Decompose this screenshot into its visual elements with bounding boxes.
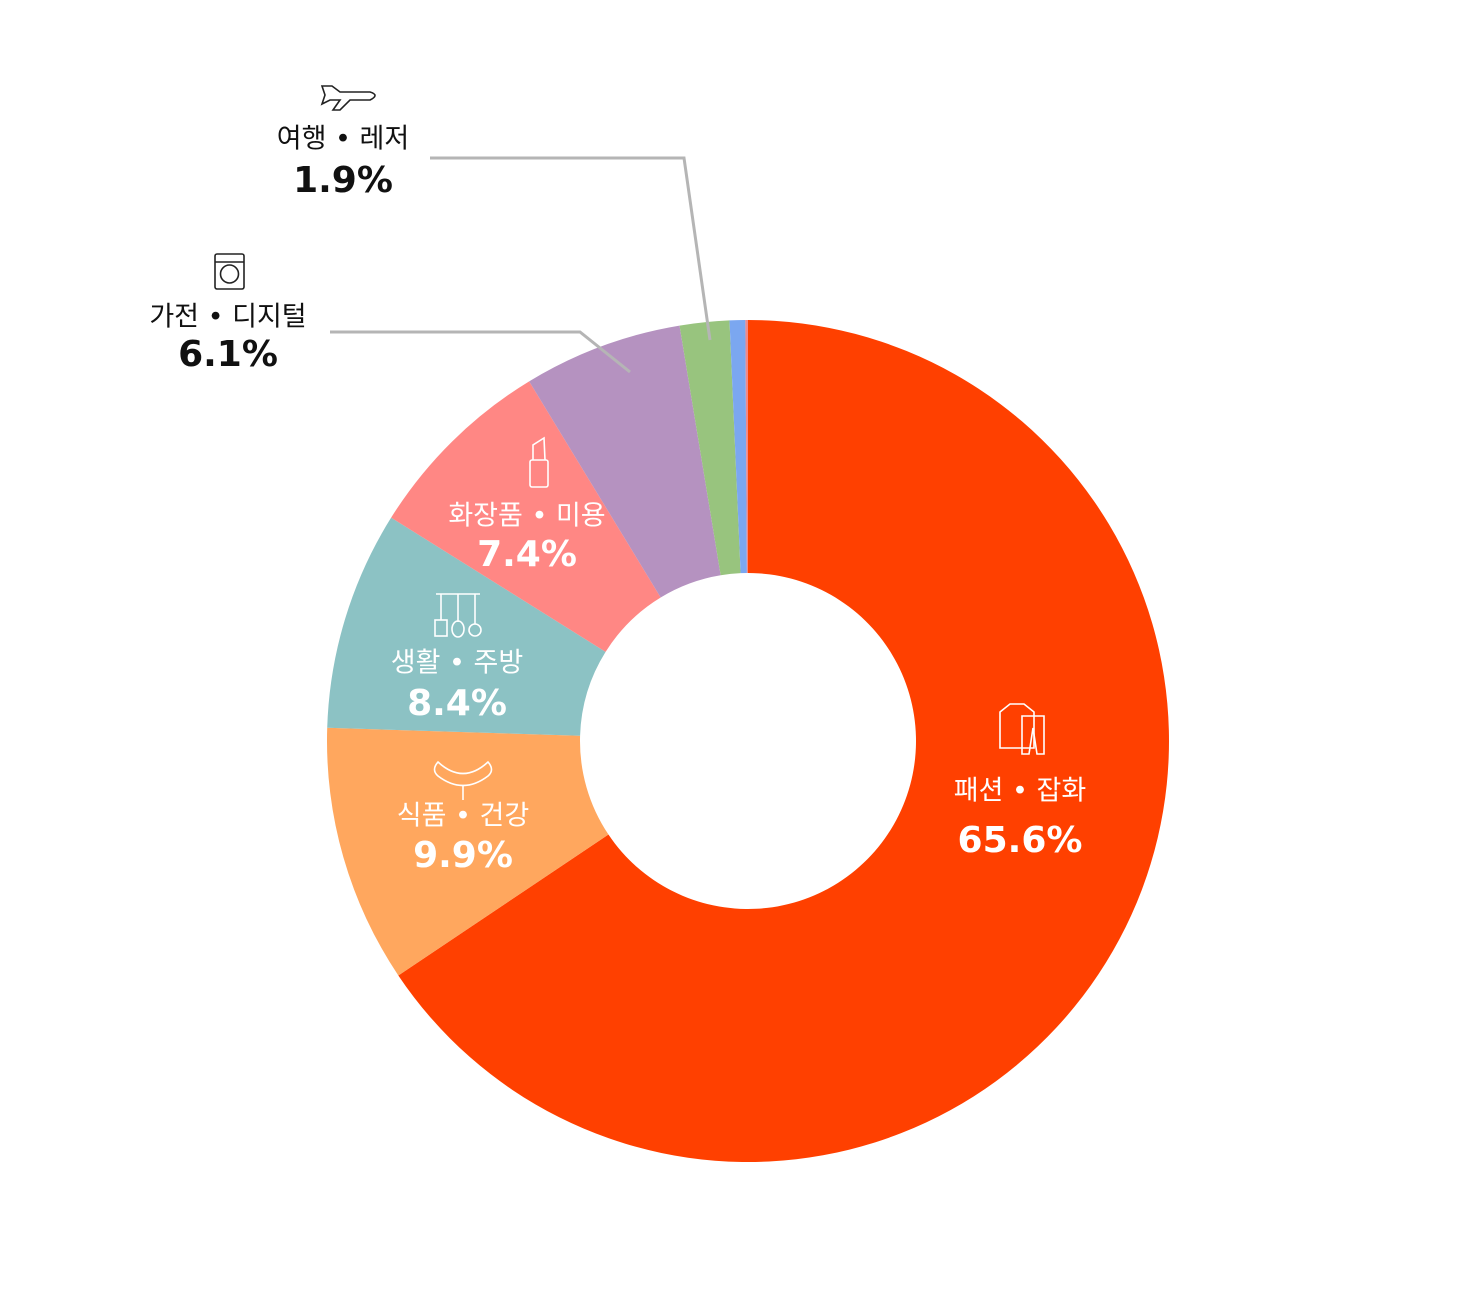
slice bbox=[391, 381, 661, 652]
slice-name: 패션 • 잡화 bbox=[954, 776, 1086, 807]
slice-name: 여행 • 레저 bbox=[277, 124, 409, 155]
slice-name: 생활 • 주방 bbox=[391, 648, 523, 679]
slice bbox=[745, 320, 748, 574]
slice bbox=[327, 517, 606, 736]
icon-clothes bbox=[999, 703, 1045, 755]
value-label: 65.6% bbox=[958, 820, 1083, 861]
slices bbox=[327, 320, 1170, 1162]
slice-name: 화장품 • 미용 bbox=[448, 501, 605, 532]
slice-name: 가전 • 디지털 bbox=[149, 302, 306, 333]
slice bbox=[529, 325, 721, 598]
value-label: 8.4% bbox=[407, 683, 507, 724]
slice bbox=[679, 320, 741, 576]
icon-sausage bbox=[433, 760, 493, 800]
value-label: 7.4% bbox=[477, 534, 577, 575]
slice-name: 식품 • 건강 bbox=[397, 801, 529, 832]
icon-plane bbox=[320, 85, 376, 111]
slice bbox=[327, 727, 609, 976]
value-label: 1.9% bbox=[293, 160, 393, 201]
leader-line bbox=[430, 156, 712, 341]
icon-utensils bbox=[434, 593, 482, 638]
leader-line bbox=[330, 330, 631, 374]
icon-lipstick bbox=[529, 436, 549, 488]
slice bbox=[729, 320, 747, 574]
value-label: 9.9% bbox=[413, 835, 513, 876]
icon-washer bbox=[214, 253, 245, 290]
slice bbox=[398, 320, 1170, 1162]
value-label: 6.1% bbox=[178, 334, 278, 375]
